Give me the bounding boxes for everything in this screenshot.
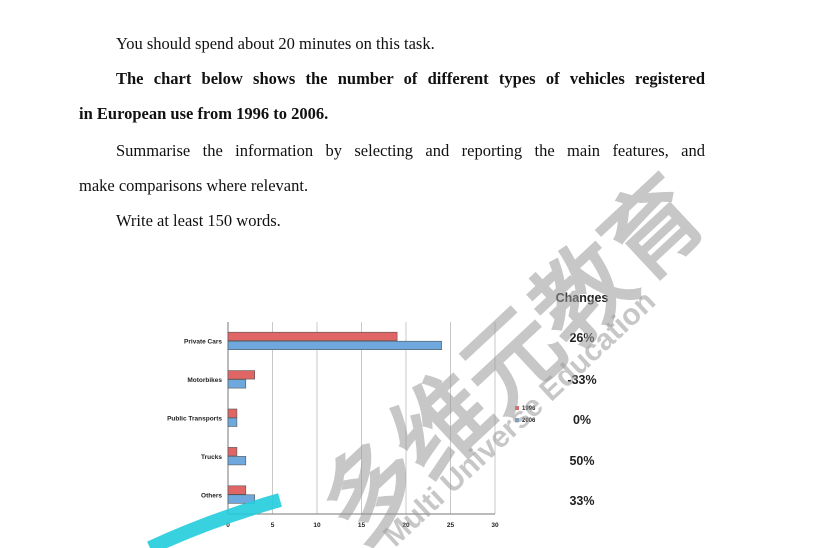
summarise-line-2: make comparisons where relevant. (79, 176, 309, 195)
prompt-line-1: The chart below shows the number of diff… (116, 69, 705, 88)
summarise-line-1: Summarise the information by selecting a… (116, 141, 705, 160)
bar-1996 (227, 447, 238, 457)
category-label: Trucks (201, 454, 222, 461)
x-tick-label: 30 (491, 522, 499, 529)
legend-label-2006: 2006 (522, 418, 536, 424)
bar-2006 (227, 417, 238, 427)
change-value: -33% (567, 373, 596, 387)
legend-swatch-1996 (515, 406, 519, 410)
change-value: 26% (569, 331, 594, 345)
bar-1996 (227, 485, 247, 495)
vehicle-bar-chart: 0 5 10 15 20 25 30 Private Cars Motorbikes Public… (167, 291, 609, 529)
bar-2006 (227, 379, 247, 389)
bar-2006 (227, 494, 256, 504)
category-label: Motorbikes (187, 377, 222, 384)
bar-2006 (227, 340, 442, 351)
x-tick-label: 10 (313, 522, 321, 529)
change-value: 33% (569, 494, 594, 508)
category-label: Others (201, 492, 222, 499)
x-tick-label: 20 (402, 522, 410, 529)
changes-title: Changes (556, 291, 609, 305)
x-tick-label: 15 (358, 522, 366, 529)
legend-label-1996: 1996 (522, 406, 536, 412)
legend-swatch-2006 (515, 418, 519, 422)
bar-1996 (227, 370, 256, 380)
bar-1996 (227, 331, 398, 342)
change-value: 0% (573, 413, 591, 427)
x-tick-label: 25 (447, 522, 455, 529)
bar-1996 (227, 408, 238, 418)
x-tick-label: 0 (226, 522, 230, 529)
bar-2006 (227, 456, 247, 466)
instruction-text: You should spend about 20 minutes on thi… (116, 34, 435, 53)
x-tick-label: 5 (271, 522, 275, 529)
change-value: 50% (569, 454, 594, 468)
word-count-text: Write at least 150 words. (116, 211, 281, 230)
category-label: Private Cars (184, 339, 222, 346)
prompt-line-2: in European use from 1996 to 2006. (79, 104, 329, 123)
category-label: Public Transports (167, 416, 222, 423)
